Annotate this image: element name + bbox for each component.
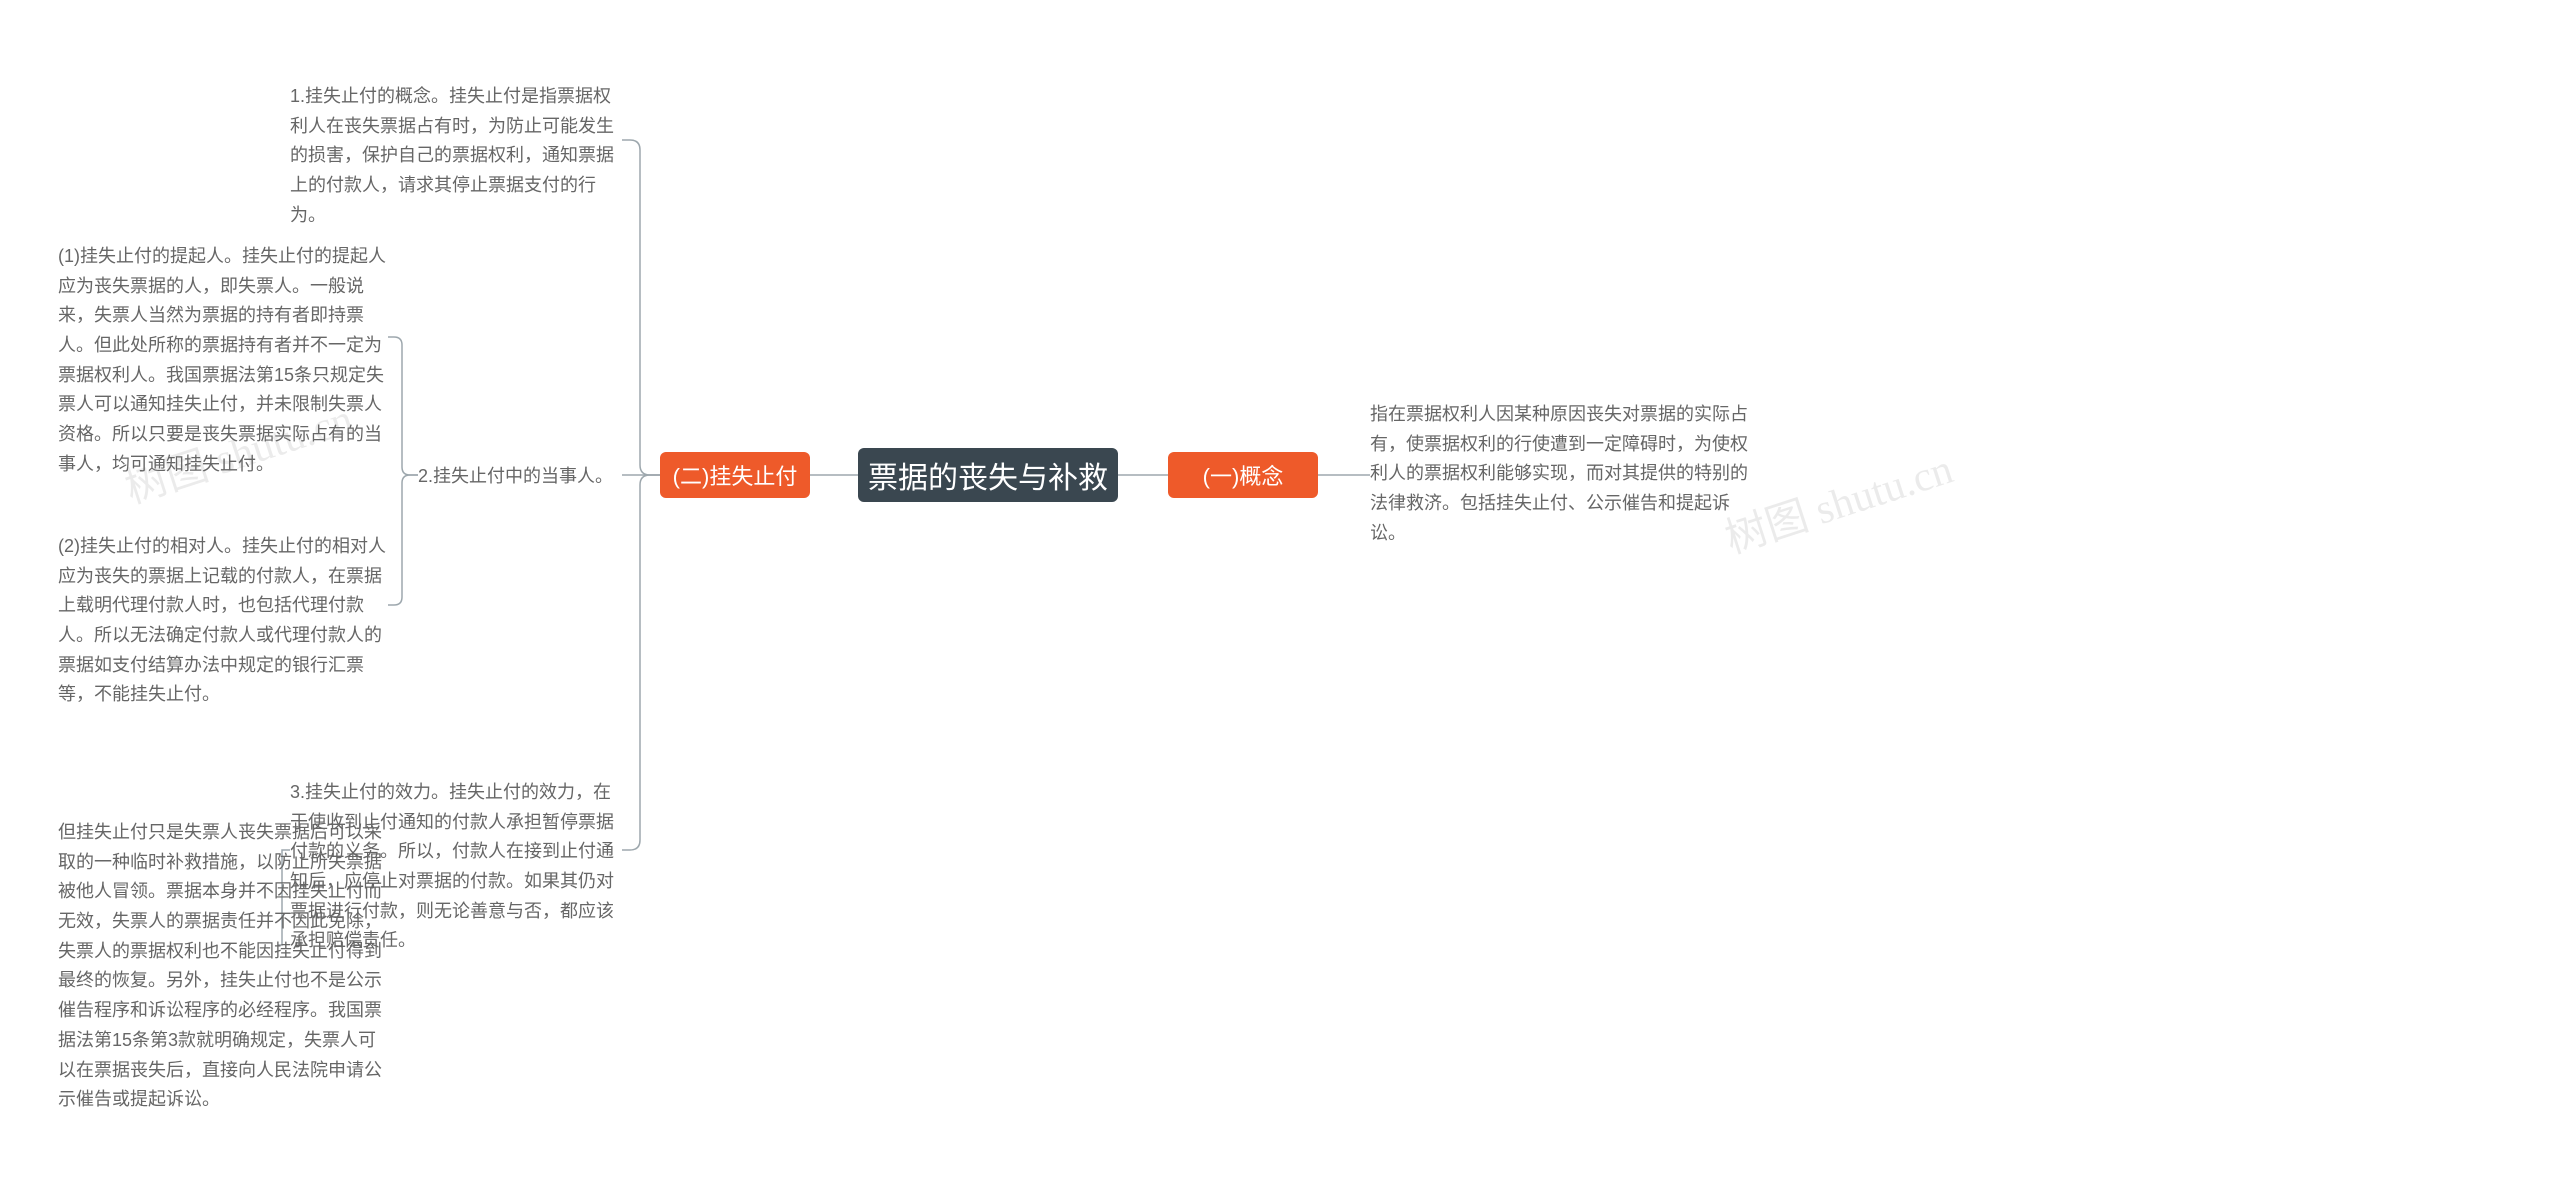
leaf-left-2-label: 2.挂失止付中的当事人。 [418,462,628,492]
root-label: 票据的丧失与补救 [868,453,1108,497]
leaf-left-3-side: 但挂失止付只是失票人丧失票据后可以采取的一种临时补救措施，以防止所失票据被他人冒… [58,818,388,1115]
leaf-right-text: 指在票据权利人因某种原因丧失对票据的实际占有，使票据权利的行使遭到一定障碍时，为… [1370,400,1765,548]
branch-left-label: (二)挂失止付 [673,459,798,491]
mindmap-canvas: 树图 shutu.cn 树图 shutu.cn 票据的丧失与补救 (一)概念 指… [0,0,2560,1181]
leaf-left-2-sub2: (2)挂失止付的相对人。挂失止付的相对人应为丧失的票据上记载的付款人，在票据上载… [58,532,388,710]
branch-right[interactable]: (一)概念 [1168,452,1318,498]
root-node[interactable]: 票据的丧失与补救 [858,448,1118,502]
leaf-left-2-sub1: (1)挂失止付的提起人。挂失止付的提起人应为丧失票据的人，即失票人。一般说来，失… [58,242,388,480]
branch-right-label: (一)概念 [1203,459,1284,491]
branch-left[interactable]: (二)挂失止付 [660,452,810,498]
leaf-left-1: 1.挂失止付的概念。挂失止付是指票据权利人在丧失票据占有时，为防止可能发生的损害… [290,82,620,230]
